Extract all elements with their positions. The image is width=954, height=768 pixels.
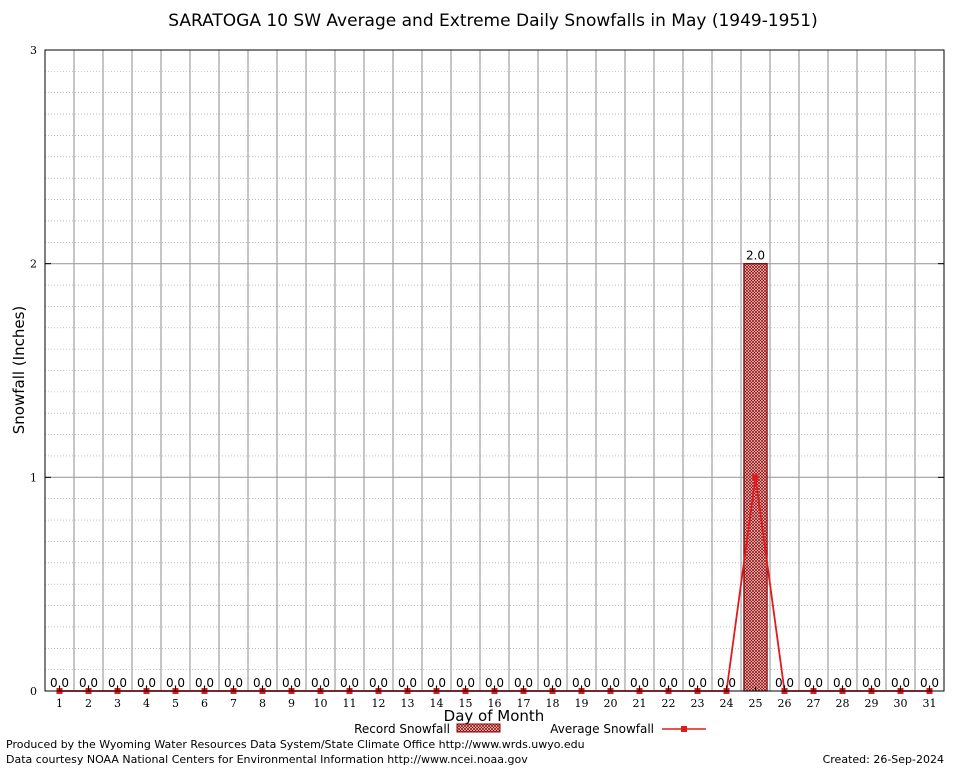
x-tick-label: 19: [575, 697, 589, 710]
y-tick-label: 1: [30, 471, 37, 484]
y-axis-ticks: 0 1 2 3: [30, 44, 944, 698]
data-label: 0.0: [804, 676, 823, 690]
y-axis-label: Snowfall (Inches): [10, 306, 28, 434]
average-point: [752, 474, 759, 481]
data-label: 0.0: [833, 676, 852, 690]
x-tick-label: 28: [836, 697, 850, 710]
legend-record-swatch: [456, 723, 501, 733]
grid: [45, 50, 944, 691]
data-label: 0.0: [601, 676, 620, 690]
x-tick-label: 2: [85, 697, 92, 710]
data-label: 0.0: [862, 676, 881, 690]
x-tick-label: 10: [314, 697, 328, 710]
data-label: 0.0: [398, 676, 417, 690]
data-label: 0.0: [485, 676, 504, 690]
x-tick-label: 22: [662, 697, 676, 710]
chart-title: SARATOGA 10 SW Average and Extreme Daily…: [168, 11, 818, 31]
x-tick-label: 27: [807, 697, 821, 710]
x-tick-label: 20: [604, 697, 618, 710]
x-tick-label: 16: [488, 697, 502, 710]
x-tick-label: 23: [691, 697, 705, 710]
x-tick-label: 31: [923, 697, 937, 710]
data-labels: 0.0 0.0 0.0 0.0 0.0 0.0 0.0 0.0 0.0 0.0 0.0 0.0 0.0 0…: [50, 249, 939, 690]
data-label: 0.0: [50, 676, 69, 690]
x-tick-label: 9: [288, 697, 295, 710]
x-tick-label: 18: [546, 697, 560, 710]
footer-data-source: Data courtesy NOAA National Centers for …: [6, 753, 528, 766]
data-label: 0.0: [253, 676, 272, 690]
x-tick-label: 14: [430, 697, 444, 710]
data-label: 0.0: [659, 676, 678, 690]
x-tick-label: 24: [720, 697, 734, 710]
data-label: 2.0: [746, 249, 765, 263]
x-tick-label: 25: [749, 697, 763, 710]
data-label: 0.0: [630, 676, 649, 690]
footer-created: Created: 26-Sep-2024: [823, 753, 944, 766]
data-label: 0.0: [891, 676, 910, 690]
x-tick-label: 11: [343, 697, 357, 710]
legend-record-label: Record Snowfall: [354, 722, 450, 736]
y-tick-label: 0: [30, 685, 37, 698]
legend-average-label: Average Snowfall: [550, 722, 654, 736]
data-label: 0.0: [572, 676, 591, 690]
x-tick-label: 1: [56, 697, 63, 710]
x-axis-label: Day of Month: [444, 707, 545, 725]
data-label: 0.0: [108, 676, 127, 690]
data-label: 0.0: [514, 676, 533, 690]
data-label: 0.0: [775, 676, 794, 690]
x-tick-label: 13: [401, 697, 415, 710]
data-label: 0.0: [369, 676, 388, 690]
x-axis-ticks: 1 2 3 4 5 6 7 8 9 10 11 12 13 14 15 16 17 18 19 20 21 22 23 24 2…: [56, 687, 937, 710]
data-label: 0.0: [543, 676, 562, 690]
x-tick-label: 6: [201, 697, 208, 710]
x-tick-label: 26: [778, 697, 792, 710]
data-label: 0.0: [224, 676, 243, 690]
footer-producer: Produced by the Wyoming Water Resources …: [6, 738, 585, 751]
x-tick-label: 15: [459, 697, 473, 710]
data-label: 0.0: [688, 676, 707, 690]
x-tick-label: 4: [143, 697, 150, 710]
data-label: 0.0: [920, 676, 939, 690]
plot-frame: [44, 49, 945, 692]
legend: Record Snowfall Average Snowfall: [354, 722, 706, 736]
x-tick-label: 17: [517, 697, 531, 710]
x-tick-label: 7: [230, 697, 237, 710]
data-label: 0.0: [137, 676, 156, 690]
y-tick-label: 2: [30, 258, 37, 271]
x-tick-label: 29: [865, 697, 879, 710]
data-label: 0.0: [195, 676, 214, 690]
x-tick-label: 3: [114, 697, 121, 710]
data-label: 0.0: [282, 676, 301, 690]
data-label: 0.0: [311, 676, 330, 690]
data-label: 0.0: [79, 676, 98, 690]
x-tick-label: 5: [172, 697, 179, 710]
data-label: 0.0: [166, 676, 185, 690]
x-tick-label: 30: [894, 697, 908, 710]
data-label: 0.0: [456, 676, 475, 690]
data-label: 0.0: [340, 676, 359, 690]
x-tick-label: 12: [372, 697, 386, 710]
x-tick-label: 21: [633, 697, 647, 710]
legend-average-marker: [681, 726, 687, 732]
data-label: 0.0: [427, 676, 446, 690]
x-tick-label: 8: [259, 697, 266, 710]
y-tick-label: 3: [30, 44, 37, 57]
data-label: 0.0: [717, 676, 736, 690]
